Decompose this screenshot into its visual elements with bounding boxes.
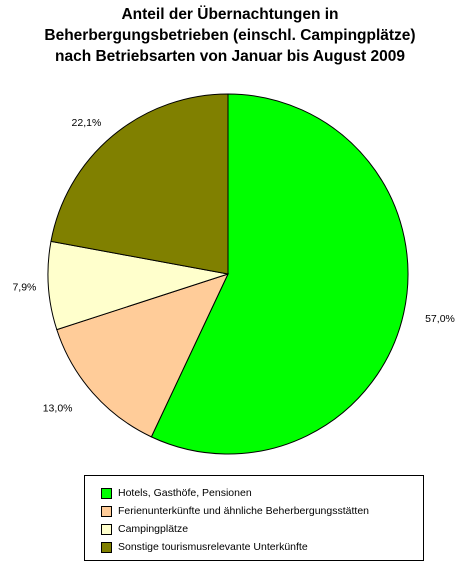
legend-label-hotels: Hotels, Gasthöfe, Pensionen (118, 487, 252, 499)
legend-item-hotels: Hotels, Gasthöfe, Pensionen (101, 485, 252, 501)
legend-swatch-hotels (101, 487, 112, 499)
slice-label-sonstige: 22,1% (72, 117, 102, 129)
pie-slice-sonstige (50, 93, 229, 275)
legend-item-ferienunterkuenfte: Ferienunterkünfte und ähnliche Beherberg… (101, 503, 369, 519)
chart-title-line-3: nach Betriebsarten von Januar bis August… (54, 48, 405, 65)
slice-label-ferienunterkuenfte: 13,0% (43, 403, 73, 415)
chart-title-line-2: Beherbergungsbetrieben (einschl. Camping… (44, 27, 416, 44)
legend-swatch-sonstige (101, 541, 112, 553)
slice-label-campingplaetze: 7,9% (12, 282, 36, 294)
legend-swatch-campingplaetze (101, 523, 112, 535)
legend: Hotels, Gasthöfe, Pensionen Ferienunterk… (84, 475, 424, 561)
chart-title-line-1: Anteil der Übernachtungen in (121, 6, 339, 23)
legend-label-campingplaetze: Campingplätze (118, 523, 189, 535)
legend-label-ferienunterkuenfte: Ferienunterkünfte und ähnliche Beherberg… (118, 505, 370, 517)
legend-label-sonstige: Sonstige tourismusrelevante Unterkünfte (118, 541, 308, 553)
legend-item-campingplaetze: Campingplätze (101, 521, 188, 537)
slice-label-hotels: 57,0% (425, 313, 455, 325)
pie-slice-ferienunterkuenfte (56, 273, 229, 438)
legend-item-sonstige: Sonstige tourismusrelevante Unterkünfte (101, 539, 308, 555)
chart-title: Anteil der Übernachtungen in Beherbergun… (0, 4, 460, 67)
pie-chart: 57,0% 13,0% 7,9% 22,1% (12, 93, 455, 455)
legend-swatch-ferienunterkuenfte (101, 505, 112, 517)
pie-slice-hotels (150, 93, 409, 455)
